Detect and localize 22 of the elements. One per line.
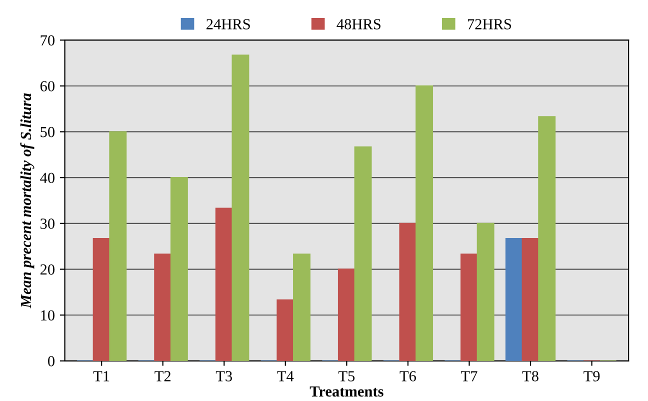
x-tick-label: T4 (277, 371, 294, 382)
y-tick-label: 30 (40, 218, 54, 229)
x-tick-label: T8 (522, 371, 538, 382)
x-tick-label: T5 (338, 371, 355, 382)
x-tick-label: T7 (461, 371, 478, 382)
y-tick-label: 10 (41, 310, 54, 321)
y-tick-label: 70 (40, 35, 54, 46)
x-tick-label: T1 (93, 371, 110, 382)
y-axis-title: Mean precent mortality of S.litura (20, 93, 34, 308)
x-axis-title: Treatments (310, 386, 384, 397)
legend-label: 24HRS (206, 19, 250, 30)
x-tick-label: T9 (584, 371, 600, 382)
y-tick-label: 0 (48, 356, 54, 366)
y-tick-label: 40 (40, 172, 54, 184)
legend-label: 48HRS (336, 19, 380, 30)
x-tick-label: T2 (154, 371, 170, 382)
x-tick-label: T3 (216, 371, 232, 382)
y-tick-label: 50 (40, 126, 54, 138)
legend-label: 72HRS (468, 19, 512, 30)
y-tick-label: 20 (40, 264, 54, 275)
y-tick-label: 60 (40, 81, 54, 92)
x-tick-label: T6 (400, 371, 416, 382)
